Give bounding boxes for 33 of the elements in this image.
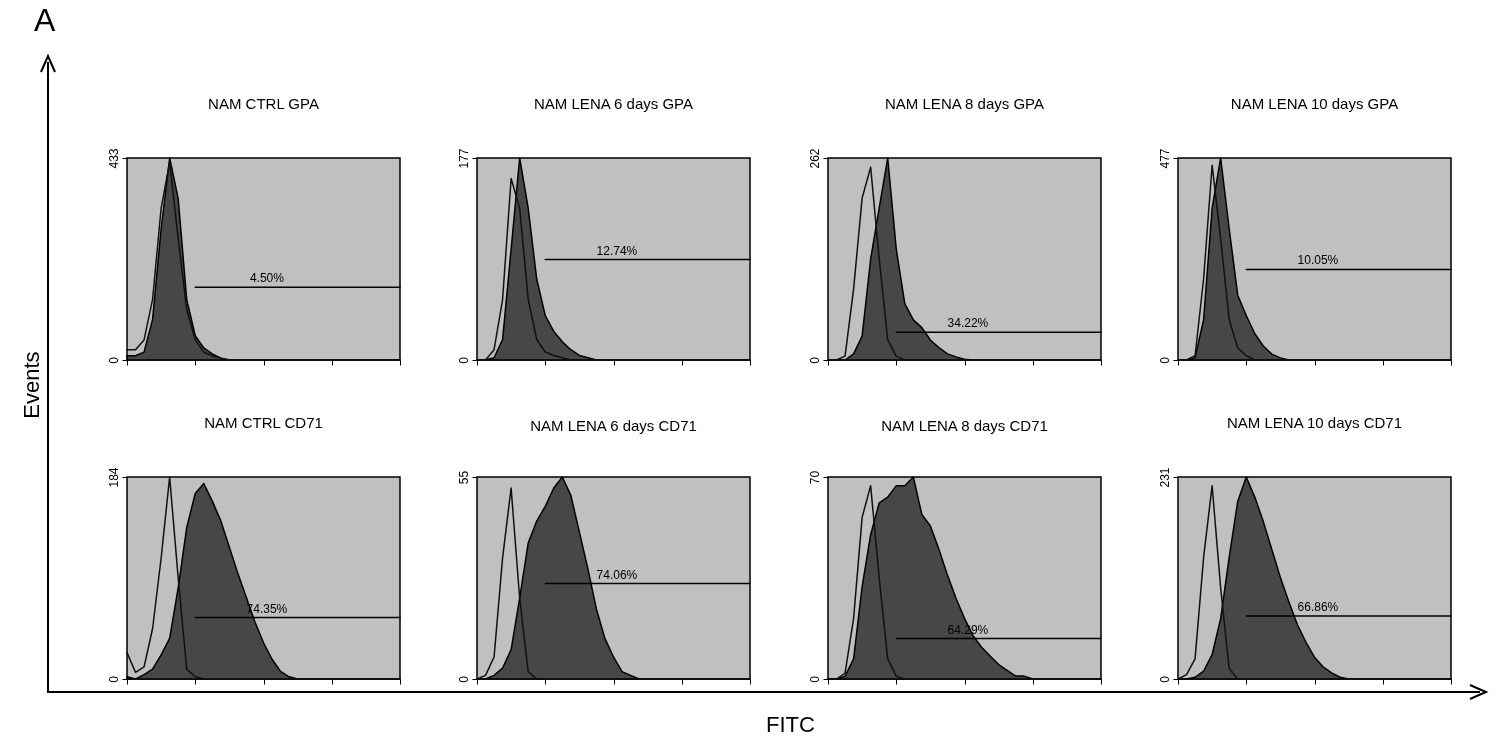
chart-title: NAM CTRL GPA [208,94,319,112]
chart-title: NAM CTRL CD71 [204,413,323,431]
text: FITC [766,712,815,738]
chart-title: NAM LENA 10 days GPA [1230,94,1399,112]
annotation: 4.50% [249,271,285,286]
text: A [34,2,56,39]
y-tick-label: 0 [106,356,121,364]
chart-title: NAM LENA 10 days CD71 [1226,413,1403,431]
y-tick-label: 184 [106,467,121,488]
y-tick-label: 0 [807,356,822,364]
y-tick-label: 0 [1157,675,1172,683]
y-tick-label: 477 [1157,148,1172,169]
y-tick-label: 0 [807,675,822,683]
text: Events [18,351,45,419]
y-tick-label: 0 [456,356,471,364]
y-tick-label: 231 [1157,467,1172,488]
chart-title: NAM LENA 6 days GPA [534,94,693,112]
y-tick-label: 177 [456,148,471,169]
annotation: 10.05% [1297,253,1339,268]
y-tick-label: 433 [106,148,121,169]
y-tick-label: 70 [807,470,822,485]
annotation: 66.86% [1297,600,1339,615]
annotation: 12.74% [596,243,638,258]
chart-title: NAM LENA 8 days CD71 [881,417,1048,435]
y-tick-label: 0 [456,675,471,683]
y-tick-label: 0 [106,675,121,683]
chart-title: NAM LENA 6 days CD71 [530,417,697,435]
annotation: 74.06% [596,567,638,582]
chart-title: NAM LENA 8 days GPA [885,94,1044,112]
y-tick-label: 262 [807,148,822,169]
y-tick-label: 0 [1157,356,1172,364]
annotation: 34.22% [947,316,989,331]
y-tick-label: 55 [456,470,471,485]
